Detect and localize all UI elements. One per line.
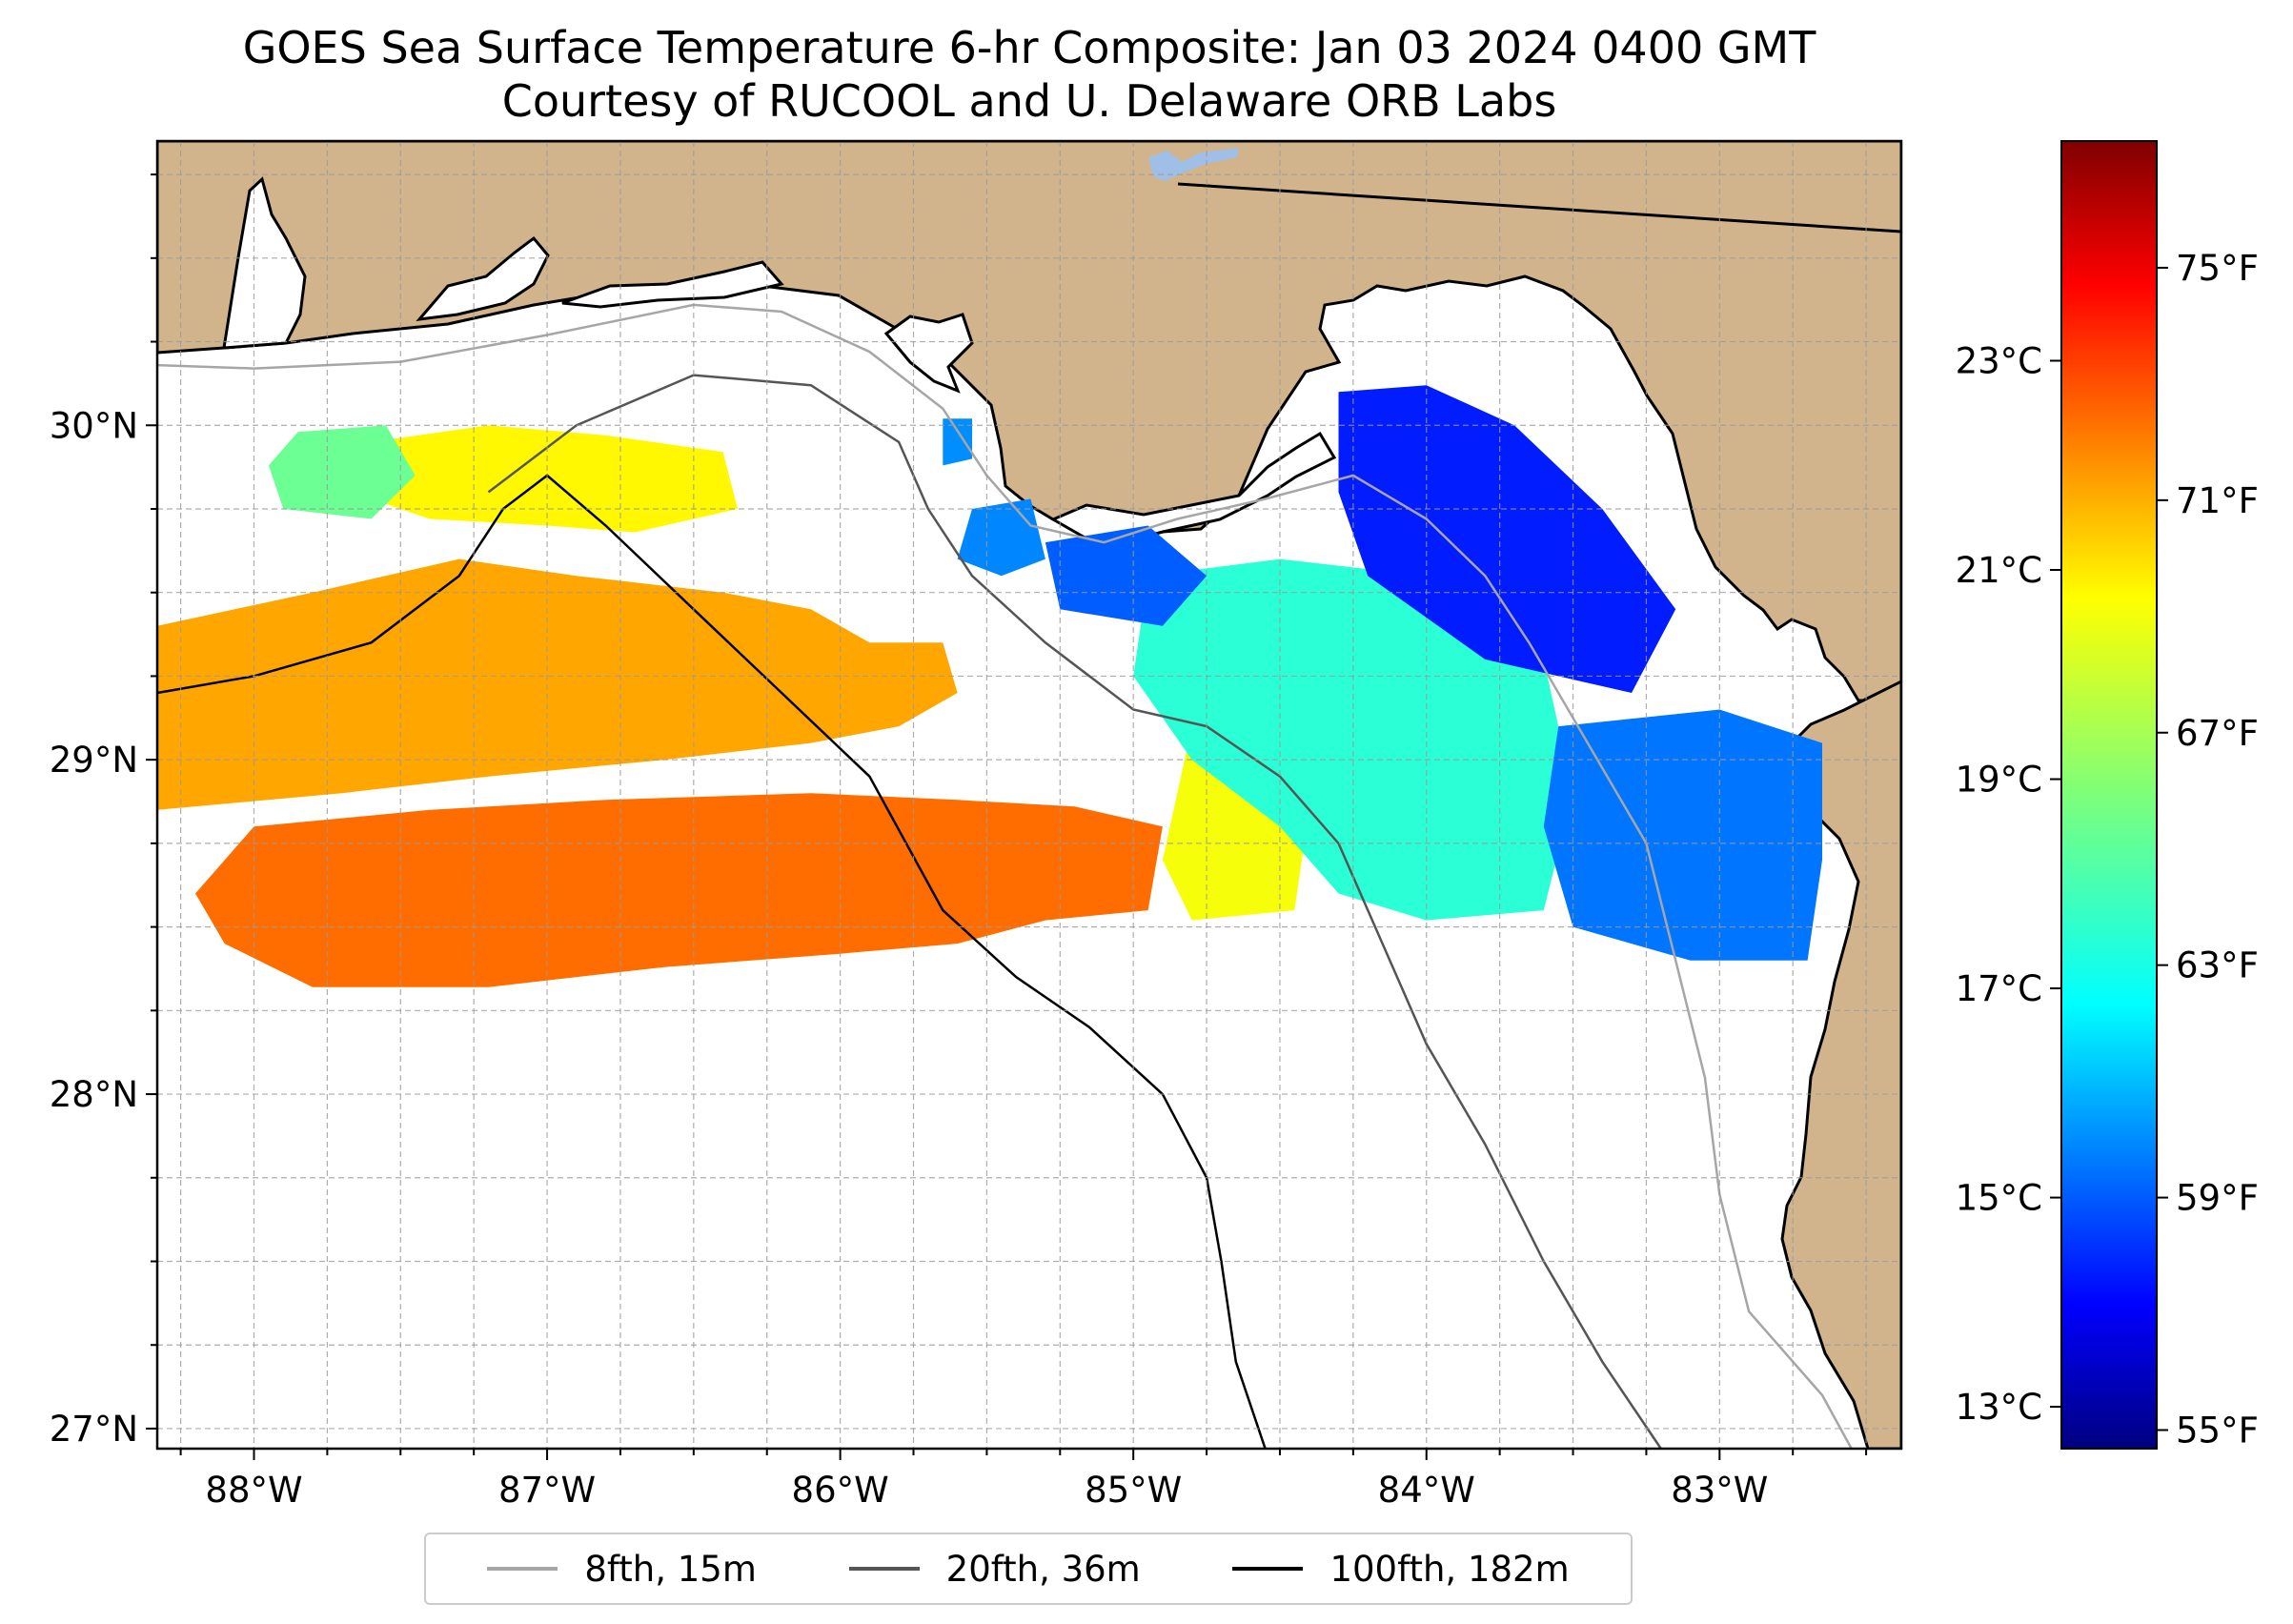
- contour-legend: 8fth, 15m 20fth, 36m 100fth, 182m: [424, 1533, 1633, 1605]
- sst-patch-pensacola-blue: [943, 418, 972, 466]
- sst-patch-stmarks-blue: [1045, 525, 1207, 626]
- legend-label-100fth: 100fth, 182m: [1329, 1548, 1570, 1590]
- legend-label-20fth: 20fth, 36m: [945, 1548, 1141, 1590]
- lon-tick-label: 83°W: [1671, 1470, 1768, 1511]
- colorbar-celsius-label: 15°C: [1956, 1178, 2042, 1219]
- colorbar: [2060, 140, 2158, 1450]
- colorbar-fahrenheit-label: 63°F: [2176, 945, 2259, 986]
- sst-patch-south-orange-band: [195, 793, 1163, 987]
- sst-patch-west-green-patch: [268, 425, 416, 519]
- colorbar-celsius-axis: 23°C 21°C 19°C 17°C 15°C 13°C: [1956, 340, 2061, 1428]
- legend-swatch-8fth: [487, 1567, 558, 1571]
- lon-tick-label: 88°W: [205, 1470, 302, 1511]
- legend-label-8fth: 8fth, 15m: [584, 1548, 757, 1590]
- legend-item-20fth: 20fth, 36m: [848, 1548, 1141, 1590]
- lat-tick-label: 29°N: [50, 740, 138, 781]
- st-andrews-bay: [883, 313, 974, 394]
- colorbar-fahrenheit-label: 55°F: [2176, 1410, 2259, 1451]
- lat-tick-label: 27°N: [50, 1409, 138, 1450]
- legend-item-8fth: 8fth, 15m: [487, 1549, 757, 1590]
- lon-tick-label: 84°W: [1378, 1470, 1475, 1511]
- choctawhatchee-bay: [561, 260, 784, 309]
- mobile-bay: [222, 176, 307, 350]
- sst-patch-west-warm-band: [157, 558, 958, 810]
- lake-seminole: [1148, 148, 1239, 181]
- legend-swatch-20fth: [848, 1567, 920, 1571]
- legend-swatch-100fth: [1232, 1567, 1304, 1571]
- colorbar-celsius-label: 23°C: [1956, 340, 2042, 381]
- lon-tick-label: 85°W: [1085, 1470, 1182, 1511]
- colorbar-fahrenheit-axis: 75°F 71°F 67°F 63°F 59°F 55°F: [2157, 248, 2259, 1451]
- sst-data-layer: [157, 385, 1822, 987]
- lat-tick-label: 30°N: [50, 405, 138, 446]
- sst-patch-bigbend-blue: [1338, 385, 1676, 693]
- map-gridlines: [157, 141, 1901, 1449]
- colorbar-fahrenheit-label: 75°F: [2176, 248, 2259, 289]
- colorbar-celsius-label: 13°C: [1956, 1387, 2042, 1428]
- colorbar-fahrenheit-label: 59°F: [2176, 1178, 2259, 1219]
- colorbar-celsius-label: 21°C: [1956, 550, 2042, 591]
- map-subtitle: Courtesy of RUCOOL and U. Delaware ORB L…: [501, 75, 1557, 127]
- sst-patch-cedar-key-blue: [1543, 709, 1822, 961]
- latitude-axis: 30°N 29°N 28°N 27°N: [50, 173, 157, 1450]
- map-frame: [155, 139, 1903, 1451]
- map-title: GOES Sea Surface Temperature 6-hr Compos…: [242, 22, 1816, 73]
- sst-patch-bigbend-cyan-green: [1133, 558, 1573, 921]
- lon-tick-label: 86°W: [792, 1470, 889, 1511]
- lon-tick-label: 87°W: [498, 1470, 596, 1511]
- sst-patch-nearshore-yellow: [371, 425, 738, 533]
- contour-100fth: [157, 474, 1267, 1449]
- contour-20fth: [487, 374, 1662, 1449]
- longitude-axis: 88°W 87°W 86°W 85°W 84°W 83°W: [179, 1449, 1868, 1511]
- state-boundary: [1177, 182, 1901, 233]
- colorbar-fahrenheit-label: 67°F: [2176, 713, 2259, 754]
- pensacola-bay: [416, 235, 550, 321]
- colorbar-celsius-label: 17°C: [1956, 968, 2042, 1009]
- lat-tick-label: 28°N: [50, 1074, 138, 1115]
- colorbar-fahrenheit-label: 71°F: [2176, 480, 2259, 521]
- colorbar-celsius-label: 19°C: [1956, 760, 2042, 801]
- legend-item-100fth: 100fth, 182m: [1232, 1548, 1570, 1590]
